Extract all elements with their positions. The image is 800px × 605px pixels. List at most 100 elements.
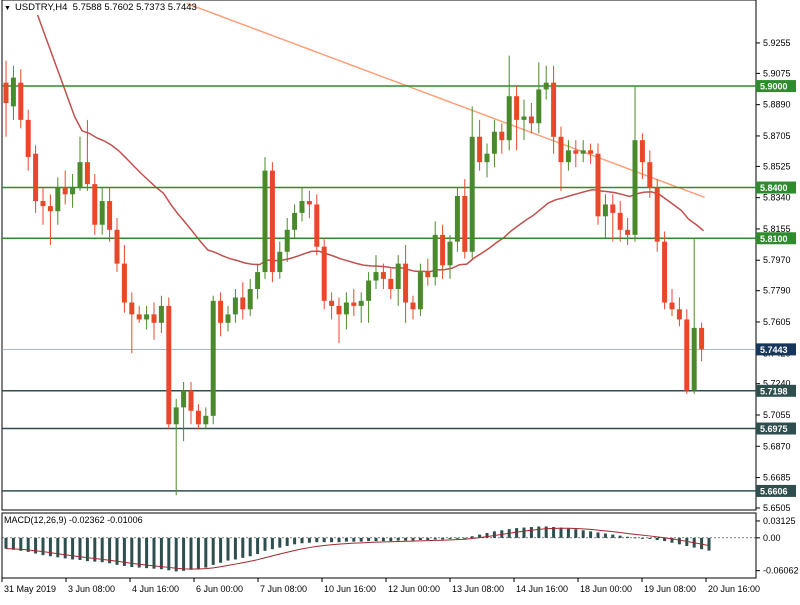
candle — [551, 65, 557, 154]
candle — [676, 297, 682, 327]
price-level-box — [756, 80, 796, 93]
candle-body — [425, 272, 431, 278]
price-level-box — [756, 343, 796, 356]
candle-body — [558, 136, 564, 163]
macd-bar — [707, 537, 711, 551]
macd-bar — [344, 537, 348, 542]
candle-body — [625, 229, 631, 235]
macd-header: MACD(12,26,9) -0.02362 -0.01006 — [4, 515, 143, 525]
y-tick-label: 5.8890 — [763, 100, 791, 110]
macd-bar — [581, 530, 585, 538]
candle — [173, 398, 179, 496]
macd-bar — [219, 537, 223, 563]
macd-bar — [182, 537, 186, 571]
macd-bar — [552, 527, 556, 538]
candle — [240, 282, 246, 320]
macd-bar — [11, 537, 15, 550]
macd-bar — [263, 537, 267, 551]
candle-body — [477, 136, 483, 163]
candle-body — [602, 204, 608, 217]
candle-body — [440, 234, 446, 266]
price-level-label: 5.7443 — [760, 345, 788, 355]
candle-body — [55, 187, 61, 212]
candle-body — [284, 229, 290, 252]
macd-bar — [448, 537, 452, 539]
candle-body — [247, 288, 253, 310]
candle — [506, 55, 512, 151]
candle-body — [647, 162, 653, 188]
price-level-label: 5.6975 — [760, 424, 788, 434]
candle — [107, 187, 113, 242]
candle-body — [151, 314, 157, 323]
candle — [440, 224, 446, 279]
candle-body — [292, 212, 298, 230]
candle-body — [218, 300, 224, 323]
x-tick-label: 31 May 2019 — [4, 584, 56, 594]
candle — [602, 194, 608, 239]
macd-bar — [152, 537, 156, 569]
candle-body — [299, 201, 305, 213]
macd-bar — [596, 532, 600, 538]
candle-body — [617, 212, 623, 230]
candle-body — [551, 82, 557, 137]
candle — [129, 292, 135, 354]
candle — [625, 217, 631, 246]
candle — [299, 187, 305, 222]
macd-bar — [315, 537, 319, 543]
candle-body — [77, 162, 83, 188]
candle — [262, 157, 268, 279]
candle — [669, 288, 675, 317]
macd-bar — [470, 536, 474, 538]
candle — [195, 403, 201, 430]
candle — [33, 145, 39, 213]
candle-body — [336, 305, 342, 315]
candle — [151, 302, 157, 340]
macd-bar — [426, 537, 430, 541]
candle — [314, 194, 320, 256]
y-tick-label: 5.6870 — [763, 441, 791, 451]
triangle-down-icon[interactable]: ▼ — [4, 5, 11, 12]
y-tick-label: 5.7970 — [763, 255, 791, 265]
macd-bar — [559, 527, 563, 538]
ema-fast-line — [36, 14, 705, 273]
candle-body — [40, 201, 46, 207]
y-tick-label: 5.6685 — [763, 473, 791, 483]
macd-bar — [174, 537, 178, 572]
y-tick-label: 5.7790 — [763, 286, 791, 296]
candle — [121, 245, 127, 313]
macd-bar — [226, 537, 230, 561]
candle-body — [691, 327, 697, 391]
candle-body — [484, 153, 490, 163]
chart-header: ▼ USDTRY,H4 5.7588 5.7602 5.7373 5.7443 — [4, 2, 197, 13]
candle — [329, 292, 335, 320]
y-tick-label: 5.6505 — [763, 503, 791, 513]
candle — [144, 305, 150, 330]
candle-body — [662, 241, 668, 303]
candle-body — [62, 187, 68, 195]
macd-bar — [145, 537, 149, 569]
macd-bar — [34, 537, 38, 554]
candle-body — [373, 272, 379, 281]
macd-bar — [478, 534, 482, 538]
price-level-box — [756, 384, 796, 397]
macd-bar — [359, 537, 363, 542]
price-level-box — [756, 181, 796, 194]
candle-body — [684, 319, 690, 391]
candle-body — [573, 150, 579, 154]
candle-body — [639, 140, 645, 163]
candle — [269, 162, 275, 283]
candle — [358, 292, 364, 323]
candle — [521, 99, 527, 141]
candle-body — [499, 131, 505, 141]
macd-bar — [685, 537, 689, 546]
price-level-label: 5.8400 — [760, 183, 788, 193]
macd-bar — [56, 537, 60, 558]
y-tick-label: 5.7240 — [763, 379, 791, 389]
candle — [373, 255, 379, 289]
candle-body — [188, 390, 194, 411]
macd-bar — [256, 537, 260, 555]
open-value: 5.7588 — [72, 2, 102, 13]
candle — [247, 278, 253, 317]
candle-body — [380, 272, 386, 279]
